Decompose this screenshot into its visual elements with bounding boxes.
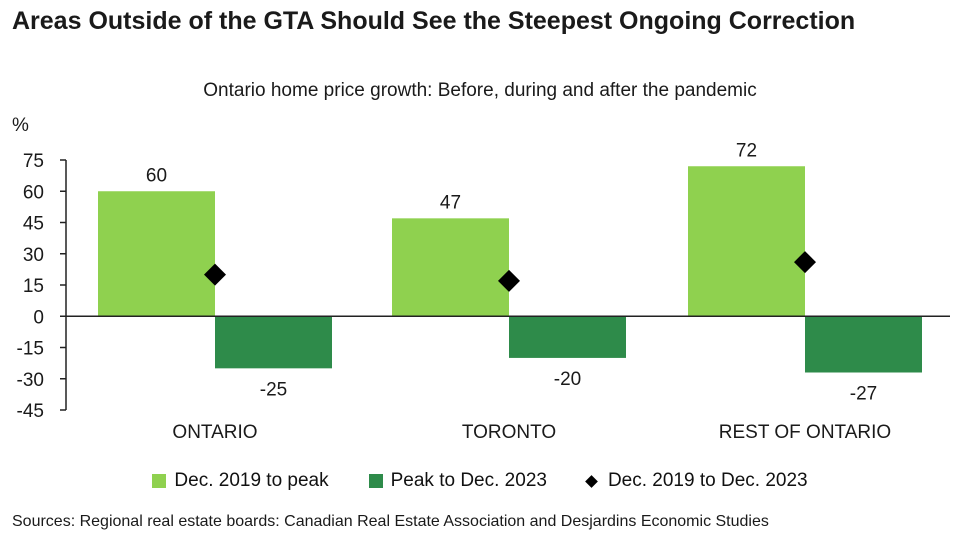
y-tick-label: 45 bbox=[23, 214, 44, 235]
marker-dec2019-to-dec2023 bbox=[794, 251, 816, 274]
y-tick-label: 30 bbox=[23, 245, 44, 266]
chart-subtitle: Ontario home price growth: Before, durin… bbox=[203, 80, 757, 101]
data-label: -20 bbox=[554, 369, 581, 390]
bar-peak-to-dec2023 bbox=[805, 316, 922, 373]
marker-dec2019-to-dec2023 bbox=[498, 269, 520, 292]
bar-peak-to-dec2023 bbox=[215, 316, 332, 369]
legend-item-peak-to-dec2023: Peak to Dec. 2023 bbox=[368, 470, 547, 492]
legend-item-dec2019-to-dec2023: Dec. 2019 to Dec. 2023 bbox=[585, 470, 808, 492]
data-label: -25 bbox=[260, 379, 287, 400]
data-label: -27 bbox=[850, 384, 877, 405]
x-category-label: ONTARIO bbox=[172, 422, 257, 443]
legend-label: Dec. 2019 to Dec. 2023 bbox=[607, 470, 808, 491]
source-note: Sources: Regional real estate boards: Ca… bbox=[12, 513, 769, 530]
data-label: 60 bbox=[146, 165, 167, 186]
legend-label: Dec. 2019 to peak bbox=[174, 470, 329, 491]
data-label: 47 bbox=[440, 192, 461, 213]
bar-dec2019-to-peak bbox=[688, 166, 805, 317]
bar-dec2019-to-peak bbox=[392, 218, 509, 317]
y-tick-label: 15 bbox=[23, 276, 44, 297]
y-tick-label: 0 bbox=[33, 307, 44, 328]
y-tick-label: 60 bbox=[23, 182, 44, 203]
legend-diamond-icon bbox=[585, 474, 598, 488]
y-tick-label: -15 bbox=[17, 339, 44, 360]
x-category-label: TORONTO bbox=[462, 422, 556, 443]
data-label: 72 bbox=[736, 140, 757, 161]
bar-chart: % 75 60 45 30 15 0 -15 -30 -45 60 -25 ONTARIO 47 -20 TO… bbox=[12, 115, 950, 443]
bar-dec2019-to-peak bbox=[98, 191, 215, 317]
bar-peak-to-dec2023 bbox=[509, 316, 626, 358]
y-tick-label: 75 bbox=[23, 151, 44, 172]
chart-title: Areas Outside of the GTA Should See the … bbox=[12, 7, 856, 35]
y-axis-label: % bbox=[12, 115, 29, 136]
y-tick-label: -30 bbox=[17, 370, 44, 391]
legend: Dec. 2019 to peak Peak to Dec. 2023 Dec.… bbox=[0, 470, 960, 492]
legend-item-dec2019-to-peak: Dec. 2019 to peak bbox=[152, 470, 329, 492]
legend-swatch-dark-green bbox=[368, 474, 383, 488]
marker-dec2019-to-dec2023 bbox=[204, 263, 226, 286]
x-category-label: REST OF ONTARIO bbox=[719, 422, 891, 443]
legend-label: Peak to Dec. 2023 bbox=[390, 470, 547, 491]
legend-swatch-light-green bbox=[152, 474, 167, 488]
y-tick-label: -45 bbox=[17, 401, 44, 422]
